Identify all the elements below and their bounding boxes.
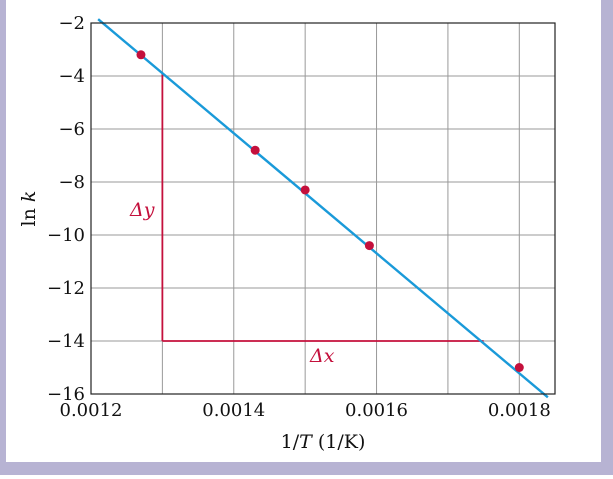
y-tick-label: −12: [47, 278, 85, 299]
data-point: [300, 185, 310, 195]
y-axis-label-prefix: ln: [18, 202, 40, 226]
delta-x-annotation: Δx: [309, 345, 335, 367]
x-axis-label-unit: (1/K): [312, 431, 366, 453]
x-tick-label: 0.0016: [345, 400, 408, 421]
y-tick-label: −6: [58, 119, 85, 140]
y-tick-label: −10: [47, 225, 85, 246]
y-tick-label: −16: [47, 384, 85, 405]
x-axis-label: 1/T (1/K): [281, 431, 366, 453]
x-axis-label-prefix: 1/: [281, 431, 300, 453]
plot-area: [6, 0, 601, 462]
x-tick-label: 0.0014: [202, 400, 265, 421]
data-point: [364, 241, 374, 251]
y-axis-label-variable: k: [18, 191, 40, 203]
y-tick-label: −8: [58, 172, 85, 193]
data-points: [136, 50, 524, 372]
data-point: [250, 145, 260, 155]
data-point: [514, 363, 524, 372]
x-tick-label: 0.0012: [60, 400, 123, 421]
plot-border: [90, 22, 556, 395]
tick-labels: −2 −4 −6 −8 −10 −12 −14 −160.0012 0.0014 0.0016 0.…: [47, 13, 551, 421]
data-point: [136, 50, 146, 60]
y-tick-label: −4: [58, 66, 85, 87]
delta-triangle: [161, 73, 484, 342]
y-axis-label: ln k: [18, 191, 40, 227]
x-tick-label: 0.0018: [488, 400, 551, 421]
fit-line: [97, 18, 549, 399]
delta-y-annotation: Δy: [129, 199, 155, 221]
y-tick-label: −14: [47, 331, 85, 352]
x-axis-label-variable: T: [299, 431, 313, 453]
y-tick-label: −2: [58, 13, 85, 34]
